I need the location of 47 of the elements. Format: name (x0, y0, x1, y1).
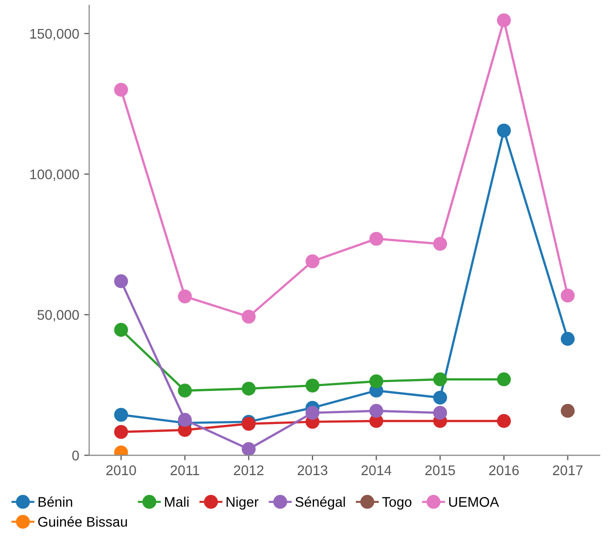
point (306, 406, 320, 420)
legend-label: Sénégal (295, 496, 345, 510)
y-tick-label: 0 (72, 450, 79, 460)
legend-label: Togo (382, 497, 412, 510)
point (178, 412, 192, 427)
x-tick-label: 2011 (170, 465, 200, 476)
y-tick-label: 50,000 (38, 310, 79, 322)
point (496, 124, 511, 138)
point (178, 384, 192, 398)
point (369, 374, 384, 388)
point (496, 372, 511, 386)
y-tick-label: 150,000 (30, 28, 79, 40)
point (369, 232, 384, 246)
x-tick-label: 2016 (489, 465, 519, 476)
point (560, 332, 575, 346)
x-tick-label: 2015 (425, 465, 455, 476)
x-tick-label: 2013 (298, 465, 328, 476)
point (114, 408, 128, 422)
point (560, 288, 575, 303)
point (242, 442, 256, 456)
legend-label: Mali (165, 496, 188, 507)
x-tick-label: 2010 (106, 465, 136, 476)
point (114, 425, 128, 439)
x-tick-label: 2012 (234, 465, 264, 476)
point (114, 322, 128, 337)
point (114, 82, 128, 97)
point (242, 382, 256, 396)
y-tick-label: 100,000 (30, 169, 79, 181)
point (433, 390, 448, 405)
legend-label: Guinée Bissau (38, 516, 127, 527)
point (306, 254, 320, 268)
point (496, 13, 511, 28)
legend-label: Niger (226, 496, 258, 510)
x-tick-label: 2017 (552, 465, 582, 476)
point (369, 404, 384, 418)
point (242, 310, 256, 324)
point (433, 236, 448, 251)
point (178, 289, 192, 304)
point (114, 274, 128, 288)
legend-label: Bénin (38, 496, 72, 507)
legend-label: UEMOA (449, 497, 500, 507)
x-tick-label: 2014 (362, 465, 392, 476)
point (433, 372, 448, 386)
point (560, 404, 575, 418)
point (496, 414, 511, 428)
point (306, 378, 320, 392)
point (433, 406, 448, 420)
